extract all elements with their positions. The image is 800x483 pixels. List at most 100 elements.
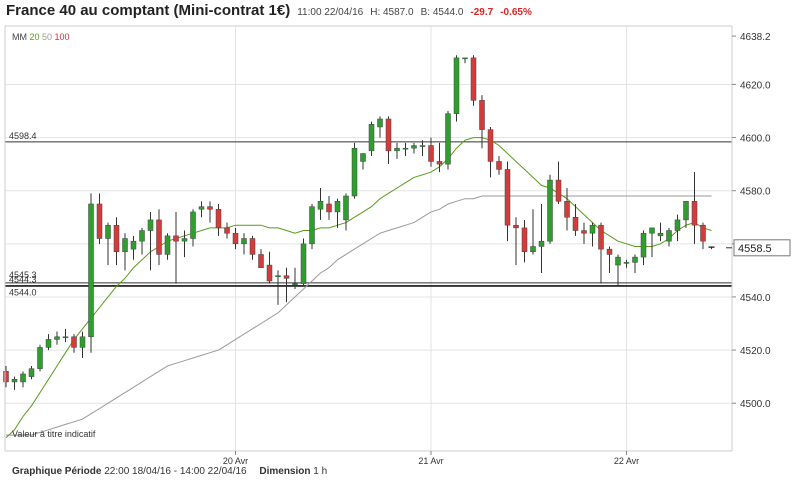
candle-body xyxy=(428,145,434,162)
chart-footer: Graphique Période 22:00 18/04/16 - 14:00… xyxy=(12,466,327,477)
candle-body xyxy=(555,179,562,202)
candle xyxy=(139,227,145,255)
candle xyxy=(156,209,162,266)
candle xyxy=(317,188,324,220)
ma50-line xyxy=(6,195,712,436)
candle xyxy=(62,328,69,343)
candle xyxy=(683,201,689,228)
candle xyxy=(11,376,18,390)
candle-body xyxy=(334,201,341,213)
candle xyxy=(45,334,52,351)
candle xyxy=(555,161,562,204)
y-tick-label: 4520.0 xyxy=(740,346,771,357)
candle-body xyxy=(164,235,171,255)
candle-body xyxy=(275,275,281,277)
high-value: H: 4587.0 xyxy=(370,7,414,18)
candle xyxy=(368,121,375,157)
change-value: -29.7 xyxy=(470,7,494,18)
candle-body xyxy=(113,224,120,253)
candle xyxy=(334,198,341,228)
candle-body xyxy=(470,57,477,101)
candle xyxy=(530,209,536,255)
candle-body xyxy=(360,153,366,162)
level-label: 4544.3 xyxy=(9,275,37,285)
y-tick-label: 4638.2 xyxy=(740,32,771,43)
candle-body xyxy=(657,232,664,237)
candle xyxy=(105,222,111,266)
candle-body xyxy=(317,201,324,210)
candle-body xyxy=(156,219,162,255)
candle xyxy=(360,153,366,170)
candle xyxy=(547,174,553,244)
candle-body xyxy=(589,224,596,234)
candle xyxy=(241,233,247,255)
candle xyxy=(173,211,179,284)
candle xyxy=(615,254,621,287)
candle xyxy=(411,142,417,154)
candle xyxy=(122,233,128,271)
candle xyxy=(700,222,706,250)
candle-body xyxy=(54,336,60,340)
candle xyxy=(581,222,587,244)
candle-body xyxy=(606,248,613,255)
instrument-title: France 40 au comptant (Mini-contrat 1€) xyxy=(6,2,291,19)
candle-body xyxy=(292,283,298,285)
dimension-value: 1 h xyxy=(313,466,328,477)
y-tick-label: 4500.0 xyxy=(740,399,771,410)
change-percent: -0.65% xyxy=(500,7,532,18)
candle xyxy=(96,193,103,244)
candle-body xyxy=(283,275,290,279)
candle xyxy=(606,246,613,274)
ma-legend: MM 20 50 100 xyxy=(12,32,70,42)
candle-body xyxy=(45,339,52,348)
candle-body xyxy=(666,230,672,242)
candle-body xyxy=(436,161,443,165)
candle xyxy=(20,371,26,388)
candle-body xyxy=(453,57,460,114)
candle-body xyxy=(581,230,587,234)
dimension-label: Dimension xyxy=(259,466,311,477)
candle-body xyxy=(20,373,26,383)
candle-body xyxy=(487,129,494,162)
period-value: 22:00 18/04/16 - 14:00 22/04/16 xyxy=(104,466,247,477)
chart-axes: 4500.04520.04540.04560.04580.04600.04620… xyxy=(4,25,771,466)
candle xyxy=(130,235,137,260)
candle xyxy=(572,203,579,236)
candle xyxy=(224,222,230,239)
candle-body xyxy=(708,246,715,248)
candle-body xyxy=(479,100,485,130)
candles xyxy=(3,55,715,390)
candle-body xyxy=(623,262,630,264)
candle xyxy=(275,270,281,305)
candle-body xyxy=(224,227,230,234)
candle xyxy=(691,172,698,244)
y-tick-label: 4600.0 xyxy=(740,134,771,145)
candle-body xyxy=(37,347,43,369)
candle-body xyxy=(249,238,256,255)
candle xyxy=(181,230,188,258)
candle xyxy=(215,203,222,236)
candle-body xyxy=(266,264,273,282)
candle-body xyxy=(530,246,536,253)
candle xyxy=(232,227,239,250)
candle-body xyxy=(564,201,570,218)
candle xyxy=(657,222,664,242)
candle xyxy=(28,366,35,380)
candle-body xyxy=(632,256,638,263)
candle xyxy=(71,334,77,353)
candle-body xyxy=(419,145,426,147)
candle xyxy=(377,116,383,138)
level-label: 4544.0 xyxy=(9,287,37,297)
candle xyxy=(504,161,511,242)
candle xyxy=(470,55,477,106)
chart-grid xyxy=(5,26,732,451)
candle xyxy=(640,230,647,266)
candle xyxy=(708,246,715,250)
candle-body xyxy=(343,195,349,221)
candle-body xyxy=(28,368,35,377)
candle xyxy=(538,203,545,274)
candle-body xyxy=(351,147,358,197)
y-tick-label: 4580.0 xyxy=(740,187,771,198)
candle xyxy=(564,188,570,231)
